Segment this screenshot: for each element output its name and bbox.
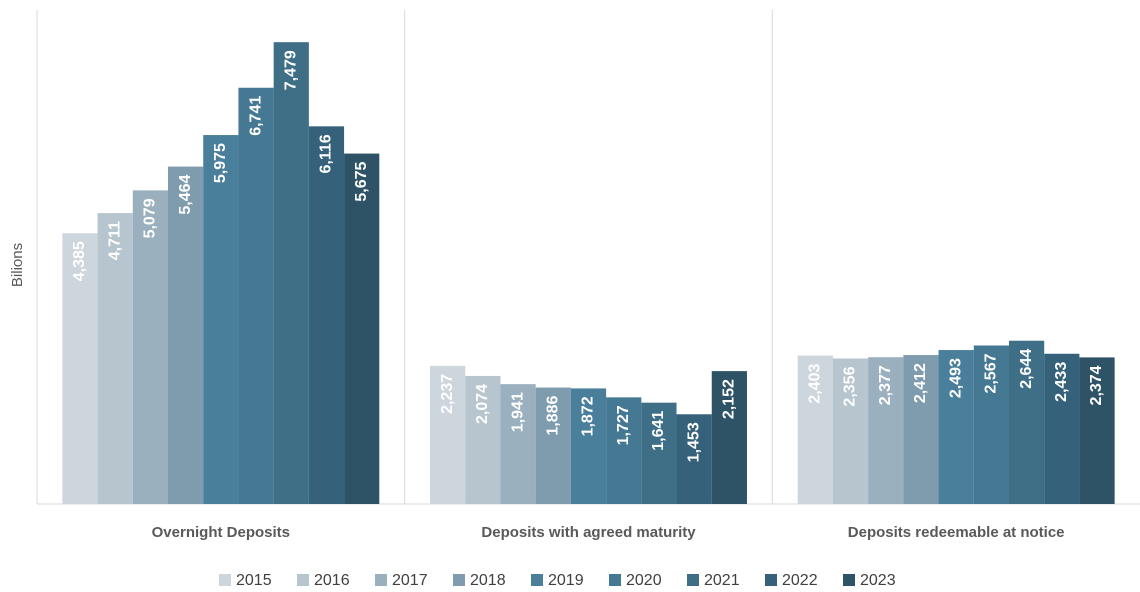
bar [1044, 353, 1080, 504]
x-tick-label: Deposits redeemable at notice [848, 524, 1065, 541]
value-label: 1,727 [615, 405, 632, 445]
bar [676, 414, 712, 504]
value-label: 2,237 [439, 374, 456, 414]
value-label: 7,479 [282, 50, 299, 90]
y-axis-label: Bilions [9, 243, 26, 287]
bar [465, 375, 501, 504]
legend-swatch [687, 574, 699, 586]
bar [62, 233, 98, 504]
legend-label: 2021 [704, 572, 740, 589]
bar [97, 213, 133, 504]
value-label: 2,493 [947, 358, 964, 398]
bar [238, 87, 274, 504]
value-label: 2,152 [721, 379, 738, 419]
bar [1079, 357, 1115, 504]
legend-label: 2022 [782, 572, 818, 589]
value-label: 2,356 [842, 366, 859, 406]
bar [203, 135, 239, 504]
value-label: 2,377 [877, 365, 894, 405]
bar [938, 350, 974, 504]
legend-swatch [219, 574, 231, 586]
value-label: 2,433 [1053, 362, 1070, 402]
value-label: 1,941 [509, 392, 526, 432]
legend-swatch [297, 574, 309, 586]
value-label: 5,464 [177, 175, 194, 215]
bar [273, 42, 309, 504]
legend-swatch [531, 574, 543, 586]
value-label: 5,079 [142, 198, 159, 238]
bar [430, 365, 466, 504]
legend-label: 2020 [626, 572, 662, 589]
legend-swatch [843, 574, 855, 586]
value-label: 6,741 [247, 96, 264, 136]
legend-label: 2019 [548, 572, 584, 589]
legend-swatch [765, 574, 777, 586]
bar [1008, 340, 1045, 504]
value-label: 4,711 [106, 221, 123, 260]
legend-swatch [375, 574, 387, 586]
bar [570, 388, 607, 504]
value-label: 2,403 [807, 364, 824, 404]
value-label: 5,975 [212, 143, 229, 183]
value-label: 1,872 [580, 396, 597, 436]
legend-label: 2016 [314, 572, 350, 589]
bar [711, 371, 747, 504]
legend-swatch [609, 574, 621, 586]
bar [308, 126, 345, 504]
bar [168, 166, 204, 504]
bar [535, 387, 571, 504]
legend-swatch [453, 574, 465, 586]
value-label: 1,453 [685, 422, 702, 462]
bar [606, 397, 642, 504]
bar [641, 402, 677, 504]
legend-label: 2018 [470, 572, 506, 589]
x-tick-label: Deposits with agreed maturity [481, 524, 696, 541]
bar [973, 345, 1009, 504]
bar [797, 355, 833, 504]
legend-label: 2023 [860, 572, 896, 589]
value-label: 1,886 [545, 395, 562, 435]
bar [500, 384, 536, 504]
value-label: 5,675 [353, 161, 370, 201]
value-label: 1,641 [650, 411, 667, 451]
value-label: 2,074 [474, 384, 491, 424]
value-label: 2,412 [912, 363, 929, 403]
bar [132, 190, 169, 504]
value-label: 2,644 [1018, 349, 1035, 389]
value-label: 4,385 [71, 241, 88, 281]
bar [868, 357, 904, 504]
x-tick-label: Overnight Deposits [152, 524, 290, 541]
legend-label: 2017 [392, 572, 428, 589]
bar [832, 358, 869, 504]
bar [903, 355, 939, 504]
value-label: 2,374 [1088, 365, 1105, 405]
value-label: 2,567 [983, 353, 1000, 393]
legend-label: 2015 [236, 572, 272, 589]
value-label: 6,116 [318, 134, 335, 173]
bar [344, 153, 380, 504]
